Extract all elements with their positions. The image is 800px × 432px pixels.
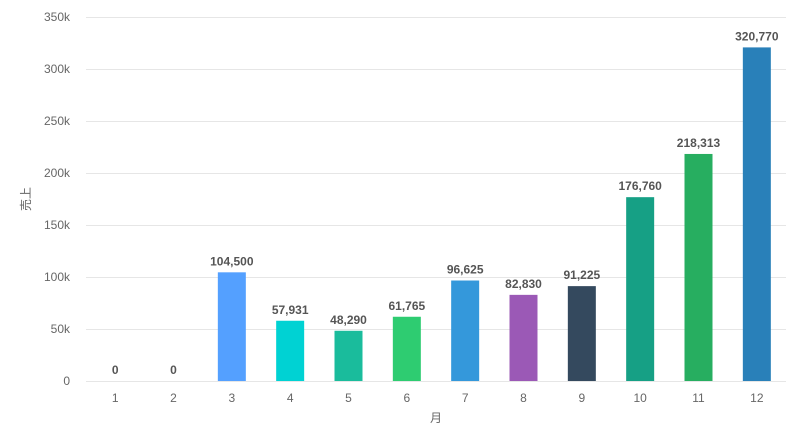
bar bbox=[684, 153, 713, 381]
data-label: 57,931 bbox=[272, 303, 309, 317]
data-label: 61,765 bbox=[388, 299, 425, 313]
x-tick-label: 5 bbox=[345, 391, 352, 405]
data-label: 82,830 bbox=[505, 277, 542, 291]
y-tick-label: 350k bbox=[44, 10, 71, 24]
y-tick-label: 0 bbox=[63, 374, 70, 388]
bar bbox=[392, 316, 421, 381]
x-tick-label: 10 bbox=[633, 391, 647, 405]
data-label: 218,313 bbox=[677, 136, 721, 150]
y-tick-label: 50k bbox=[51, 322, 71, 336]
x-tick-label: 8 bbox=[520, 391, 527, 405]
x-tick-label: 9 bbox=[578, 391, 585, 405]
x-tick-label: 2 bbox=[170, 391, 177, 405]
bar bbox=[567, 286, 596, 381]
bar bbox=[626, 197, 655, 381]
bar bbox=[451, 280, 480, 381]
bar bbox=[509, 294, 538, 381]
bar bbox=[217, 272, 246, 381]
x-axis-title: 月 bbox=[430, 411, 442, 425]
bar bbox=[276, 320, 305, 381]
x-tick-label: 11 bbox=[692, 391, 705, 405]
x-axis-ticks: 1 2 3 4 5 6 7 8 9 10 11 12 bbox=[112, 391, 764, 405]
bar bbox=[334, 330, 363, 381]
x-tick-label: 6 bbox=[403, 391, 410, 405]
bar bbox=[742, 47, 771, 381]
data-label: 91,225 bbox=[563, 268, 600, 282]
data-label: 320,770 bbox=[735, 29, 779, 43]
data-label: 48,290 bbox=[330, 313, 367, 327]
y-tick-label: 300k bbox=[44, 62, 71, 76]
data-labels: 0 0 104,500 57,931 48,290 61,765 96,625 82,830 9… bbox=[112, 29, 779, 377]
y-axis-title: 売上 bbox=[18, 187, 33, 211]
y-tick-label: 200k bbox=[44, 166, 71, 180]
x-tick-label: 12 bbox=[750, 391, 764, 405]
y-tick-label: 100k bbox=[44, 270, 71, 284]
data-label: 0 bbox=[170, 363, 177, 377]
bars bbox=[217, 47, 771, 381]
data-label: 176,760 bbox=[618, 179, 662, 193]
grid-lines bbox=[86, 17, 786, 382]
x-tick-label: 7 bbox=[462, 391, 469, 405]
data-label: 96,625 bbox=[447, 263, 484, 277]
data-label: 104,500 bbox=[210, 254, 254, 268]
data-label: 0 bbox=[112, 363, 119, 377]
x-tick-label: 3 bbox=[228, 391, 235, 405]
x-tick-label: 1 bbox=[112, 391, 119, 405]
y-tick-label: 250k bbox=[44, 114, 71, 128]
y-tick-label: 150k bbox=[44, 218, 71, 232]
y-axis-ticks: 0 50k 100k 150k 200k 250k 300k 350k bbox=[44, 10, 71, 388]
x-tick-label: 4 bbox=[287, 391, 294, 405]
